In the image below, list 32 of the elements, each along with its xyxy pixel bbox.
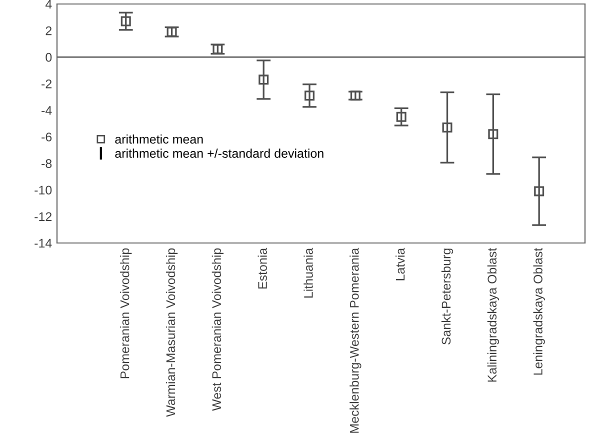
x-tick-label: Estonia [258,248,267,289]
y-tick-label: -8 [42,159,52,168]
y-tick-label: -10 [34,186,52,195]
point [442,122,452,132]
annotation: arithmetic mean +/-standard deviation [115,148,324,158]
x-tick-label: Kaliningradskaya Oblast [487,248,499,382]
point [304,90,315,101]
point [534,186,544,196]
y-tick-label: 0 [46,52,52,62]
x-tick-label: West Pomeranian Voivodship [212,248,224,411]
x-tick-label: Latvia [396,248,405,280]
x-tick-label: Sankt-Petersburg [441,248,454,345]
point [212,44,223,54]
point [258,74,269,85]
point [166,26,177,37]
y-tick-label: -4 [42,106,52,115]
x-tick-label: Warmian-Masurian Voivodship [166,248,178,417]
x-tick-label: Leningradskaya Oblast [533,248,545,375]
y-tick-label: 2 [46,26,52,36]
legend-label: arithmetic mean [115,134,203,144]
point [350,90,360,101]
point [488,129,498,140]
x-tick-label: Pomeranian Voivodship [120,248,132,378]
y-tick-label: -14 [34,238,52,248]
point [396,112,406,122]
x-tick-label: Lithuania [304,248,313,298]
y-tick-label: 4 [45,0,52,9]
x-tick-label: Mecklenburg-Western Pomerania [350,248,362,433]
point [120,16,131,26]
y-tick-label: -6 [42,132,52,142]
y-tick-label: -12 [34,212,52,221]
y-tick-label: -2 [42,79,52,88]
